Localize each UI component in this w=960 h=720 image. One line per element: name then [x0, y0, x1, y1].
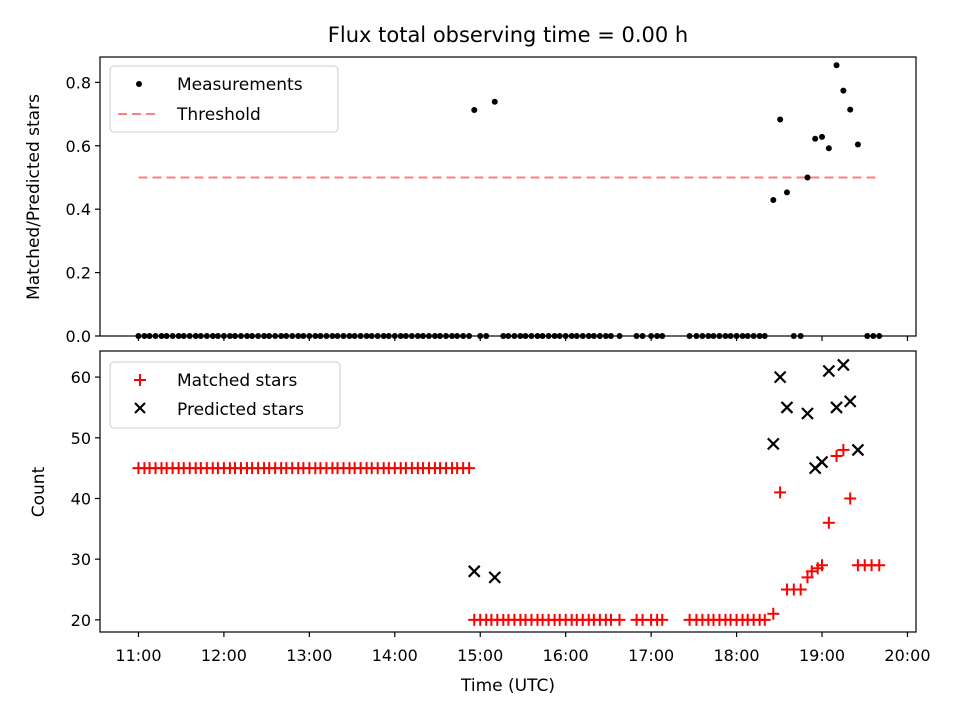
- matched-stars-point: [801, 571, 814, 584]
- top-panel-y-axis-label: Matched/Predicted stars: [24, 94, 44, 300]
- y-tick-label: 0.4: [66, 200, 91, 219]
- matched-stars-point: [758, 613, 771, 626]
- bottom-panel-marks: [132, 358, 886, 626]
- top-panel-axes: 0.0 0.2 0.4 0.6 0.8: [66, 73, 909, 346]
- predicted-stars-point: [830, 401, 843, 414]
- predicted-stars-point: [488, 571, 502, 584]
- legend-measurements-label: Measurements: [177, 75, 303, 95]
- bottom-panel-frame: [99, 350, 917, 633]
- bottom-panel-counts: 20 30 40 50 60 11:00 12:00 13:00 14:00 15:00 16:00…: [29, 350, 931, 696]
- measurement-point: [471, 106, 478, 113]
- x-tick-label: 11:00: [115, 646, 161, 665]
- matched-stars-point: [794, 583, 807, 596]
- y-tick-label: 0.8: [66, 73, 91, 92]
- matched-stars-point: [837, 443, 850, 456]
- top-panel-legend: Measurements Threshold: [109, 65, 339, 133]
- y-tick-label: 0.6: [66, 137, 91, 156]
- matched-stars-point: [613, 613, 626, 626]
- predicted-stars-point: [467, 565, 481, 578]
- legend-predicted-label: Predicted stars: [177, 400, 304, 420]
- top-panel-legend-box: [109, 65, 339, 133]
- measurement-point: [812, 135, 819, 142]
- measurement-point: [777, 116, 784, 123]
- predicted-stars-point: [773, 370, 787, 384]
- bottom-panel-legend: Matched stars Predicted stars: [109, 361, 341, 429]
- predicted-stars-point: [843, 395, 857, 408]
- measurement-point: [840, 87, 847, 94]
- matched-stars-point: [830, 449, 843, 462]
- x-tick-label: 15:00: [457, 646, 503, 665]
- bottom-panel-y-axis-label: Count: [29, 466, 49, 517]
- legend-matched-label: Matched stars: [177, 371, 297, 391]
- measurement-point: [819, 133, 826, 140]
- figure-title: Flux total observing time = 0.00 h: [328, 23, 688, 47]
- measurement-point: [770, 196, 777, 203]
- predicted-stars-point: [801, 407, 814, 420]
- y-tick-label: 40: [71, 489, 91, 508]
- x-axis-label: Time (UTC): [460, 676, 555, 696]
- y-tick-label: 20: [71, 611, 91, 630]
- top-panel-ratio: 0.00.20.40.60.8 Matched/Predicted stars …: [24, 56, 917, 346]
- x-tick-label: 14:00: [372, 646, 418, 665]
- legend-measurements-marker: [136, 81, 142, 87]
- legend-predicted-marker: [134, 402, 146, 414]
- y-tick-label: 60: [71, 368, 91, 387]
- y-tick-label: 30: [71, 550, 91, 569]
- bottom-panel-legend-box: [109, 361, 341, 429]
- legend-threshold-label: Threshold: [176, 105, 261, 125]
- matched-stars-point: [816, 559, 829, 572]
- x-tick-label: 16:00: [543, 646, 589, 665]
- measurement-point: [854, 141, 861, 148]
- matched-stars-point: [873, 559, 886, 572]
- x-tick-label: 12:00: [201, 646, 247, 665]
- legend-matched-marker: [134, 374, 146, 386]
- top-panel-frame: [99, 56, 917, 337]
- x-tick-label: 20:00: [884, 646, 930, 665]
- matched-stars-point: [463, 462, 476, 475]
- y-tick-label: 0.2: [66, 264, 91, 283]
- x-tick-label: 19:00: [799, 646, 845, 665]
- x-tick-label: 18:00: [714, 646, 760, 665]
- x-tick-label: 13:00: [286, 646, 332, 665]
- measurement-point: [833, 62, 840, 69]
- y-tick-label: 50: [71, 429, 91, 448]
- measurement-point: [783, 189, 790, 196]
- bottom-panel-axes: 20 30 40 50 60 11:00 12:00 13:00 14:00 15:00 16:00…: [71, 368, 931, 665]
- predicted-stars-point: [822, 364, 836, 378]
- matched-stars-point: [822, 516, 835, 529]
- matched-stars-point: [774, 486, 787, 499]
- measurement-point: [825, 145, 832, 152]
- matched-stars-point: [844, 492, 857, 505]
- predicted-stars-point: [780, 401, 794, 414]
- y-tick-label: 0.0: [66, 327, 91, 346]
- matched-stars-point: [767, 607, 780, 620]
- predicted-stars-point: [815, 455, 829, 469]
- measurement-point: [491, 98, 498, 105]
- measurement-point: [804, 174, 811, 181]
- top-panel-marks: [135, 62, 883, 339]
- x-tick-label: 17:00: [628, 646, 674, 665]
- matched-stars-point: [656, 613, 669, 626]
- measurement-point: [847, 106, 854, 113]
- predicted-stars-point: [851, 443, 865, 457]
- predicted-stars-point: [837, 358, 850, 372]
- predicted-stars-point: [767, 437, 780, 451]
